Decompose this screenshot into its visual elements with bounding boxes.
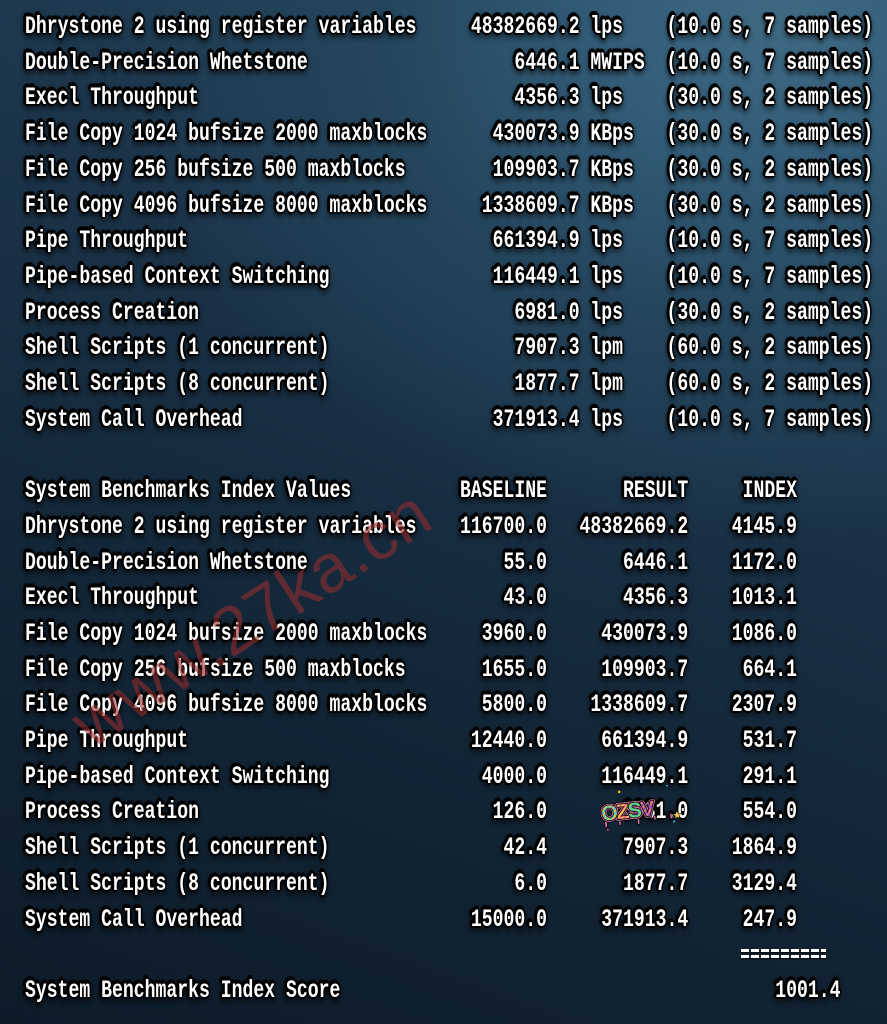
svg-text:OZSV: OZSV [600, 797, 655, 825]
